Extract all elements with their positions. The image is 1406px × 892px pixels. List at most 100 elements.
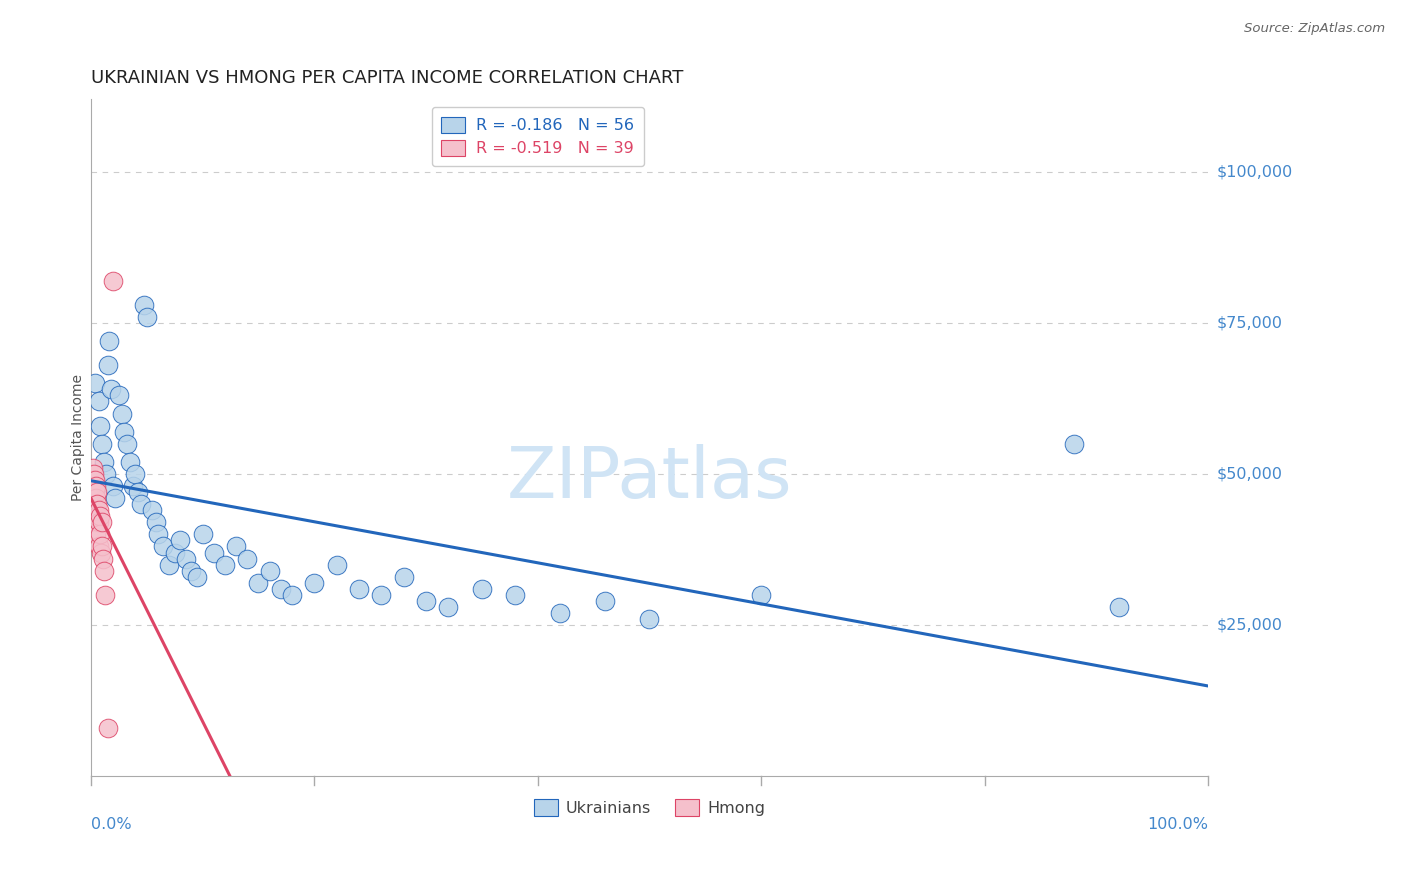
Point xyxy=(86,527,108,541)
Point xyxy=(101,479,124,493)
Point xyxy=(91,540,114,554)
Point xyxy=(259,564,281,578)
Point xyxy=(86,516,108,530)
Point xyxy=(157,558,180,572)
Point xyxy=(749,588,772,602)
Point xyxy=(152,540,174,554)
Point xyxy=(87,540,110,554)
Point xyxy=(86,509,108,524)
Point xyxy=(80,479,103,493)
Text: $25,000: $25,000 xyxy=(1216,617,1282,632)
Point xyxy=(146,527,169,541)
Point xyxy=(169,533,191,548)
Point xyxy=(89,418,111,433)
Point xyxy=(82,497,104,511)
Point xyxy=(112,425,135,439)
Point xyxy=(80,491,103,505)
Point xyxy=(84,497,107,511)
Point xyxy=(96,358,118,372)
Point xyxy=(145,516,167,530)
Point xyxy=(86,503,108,517)
Point xyxy=(174,551,197,566)
Point xyxy=(122,479,145,493)
Point xyxy=(638,612,661,626)
Point xyxy=(83,503,105,517)
Point xyxy=(392,570,415,584)
Point xyxy=(118,455,141,469)
Point xyxy=(86,491,108,505)
Point xyxy=(80,497,103,511)
Point xyxy=(91,436,114,450)
Point xyxy=(80,467,103,481)
Text: ZIPatlas: ZIPatlas xyxy=(506,444,792,513)
Point xyxy=(471,582,494,596)
Point xyxy=(134,298,156,312)
Point xyxy=(86,485,108,500)
Point xyxy=(89,527,111,541)
Point xyxy=(1063,436,1085,450)
Point xyxy=(93,455,115,469)
Point xyxy=(97,334,120,348)
Point xyxy=(127,485,149,500)
Point xyxy=(82,503,104,517)
Point xyxy=(135,310,157,324)
Point xyxy=(129,497,152,511)
Point xyxy=(437,599,460,614)
Point xyxy=(87,394,110,409)
Point xyxy=(302,575,325,590)
Point xyxy=(214,558,236,572)
Point xyxy=(86,497,108,511)
Point xyxy=(104,491,127,505)
Text: Source: ZipAtlas.com: Source: ZipAtlas.com xyxy=(1244,22,1385,36)
Point xyxy=(84,376,107,391)
Point xyxy=(202,545,225,559)
Point xyxy=(115,436,138,450)
Point xyxy=(180,564,202,578)
Point xyxy=(89,509,111,524)
Point xyxy=(325,558,347,572)
Point xyxy=(101,273,124,287)
Point xyxy=(82,485,104,500)
Point xyxy=(82,473,104,487)
Point xyxy=(236,551,259,566)
Point xyxy=(548,606,571,620)
Point xyxy=(186,570,208,584)
Text: 100.0%: 100.0% xyxy=(1147,817,1208,832)
Y-axis label: Per Capita Income: Per Capita Income xyxy=(72,374,86,501)
Point xyxy=(94,588,117,602)
Point xyxy=(84,473,107,487)
Point xyxy=(111,407,134,421)
Point xyxy=(163,545,186,559)
Point xyxy=(124,467,146,481)
Point xyxy=(91,516,114,530)
Point xyxy=(415,594,437,608)
Point xyxy=(86,479,108,493)
Point xyxy=(90,545,112,559)
Point xyxy=(83,479,105,493)
Point xyxy=(80,485,103,500)
Point xyxy=(593,594,616,608)
Point xyxy=(281,588,304,602)
Point xyxy=(96,721,118,735)
Legend: Ukrainians, Hmong: Ukrainians, Hmong xyxy=(527,793,772,822)
Text: UKRAINIAN VS HMONG PER CAPITA INCOME CORRELATION CHART: UKRAINIAN VS HMONG PER CAPITA INCOME COR… xyxy=(91,69,683,87)
Point xyxy=(191,527,214,541)
Point xyxy=(347,582,370,596)
Point xyxy=(247,575,270,590)
Point xyxy=(370,588,392,602)
Point xyxy=(141,503,163,517)
Point xyxy=(83,467,105,481)
Text: 0.0%: 0.0% xyxy=(91,817,131,832)
Point xyxy=(107,388,129,402)
Point xyxy=(82,461,104,475)
Text: $75,000: $75,000 xyxy=(1216,316,1282,330)
Point xyxy=(91,551,114,566)
Point xyxy=(96,467,118,481)
Text: $100,000: $100,000 xyxy=(1216,164,1292,179)
Point xyxy=(270,582,292,596)
Point xyxy=(87,503,110,517)
Point xyxy=(83,491,105,505)
Text: $50,000: $50,000 xyxy=(1216,467,1282,482)
Point xyxy=(505,588,527,602)
Point xyxy=(1108,599,1130,614)
